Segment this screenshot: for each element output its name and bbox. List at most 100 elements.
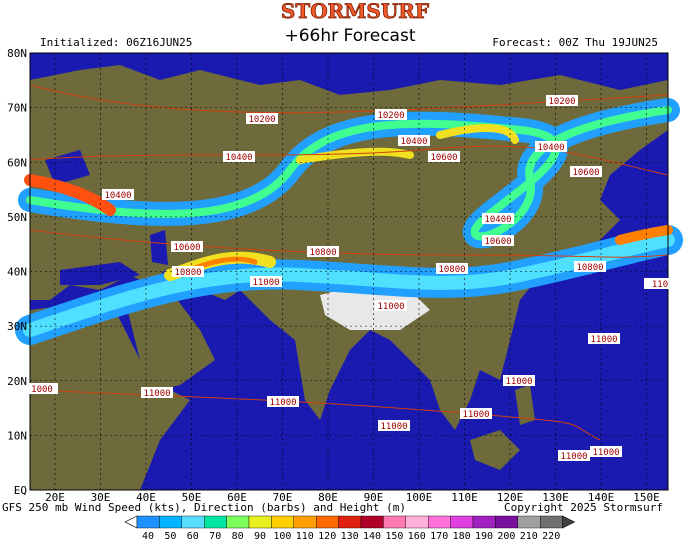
contour-label: 10400 [398, 135, 430, 147]
lon-label: 40E [136, 491, 156, 504]
contour-label: 10800 [574, 261, 606, 273]
contour-label: 10800 [307, 246, 339, 258]
colorbar-cell [360, 515, 384, 529]
colorbar-label: 120 [318, 531, 336, 541]
map: 10200 10200102001040010400104001040010600… [15, 52, 683, 491]
contour-label-text: 11000 [462, 410, 489, 420]
lat-label: 30N [7, 320, 27, 333]
contour-label-box [102, 189, 134, 200]
contour-label-text: 10800 [309, 248, 336, 258]
contour [29, 145, 669, 176]
colorbar-label: 200 [497, 531, 515, 541]
colorbar-cell [271, 515, 294, 529]
colorbar-arrow-left [124, 515, 138, 529]
contour-label-box [588, 333, 620, 344]
contour-labels: 10200 10200102001040010400104001040010600… [26, 95, 676, 462]
contour-label: 11000 [503, 375, 535, 387]
contour-label: 10800 [172, 266, 204, 278]
contour-label-text: 11000 [269, 398, 296, 408]
contour-label-box [378, 420, 410, 431]
contour-label: 11000 [590, 446, 622, 458]
contour-label-box [171, 241, 203, 252]
colorbar-cell [159, 515, 182, 529]
axis-labels: 80N 70N 60N 50N 40N 30N 20N 10N EQ 20E 30E 40E 50E 60… [7, 47, 660, 504]
contour-label-text: 110 [652, 280, 668, 290]
contour-label-box [570, 166, 602, 177]
contour-label-text: 10600 [572, 168, 599, 178]
contour-label-box [223, 151, 255, 162]
colorbar-cell [540, 515, 563, 529]
graticule [30, 53, 668, 490]
lon-label: 110E [451, 491, 478, 504]
contour-label-box [428, 151, 460, 162]
colorbar-cell [248, 515, 272, 529]
contour-label-box [546, 95, 578, 106]
contour-label-text: 11000 [252, 278, 279, 288]
map-frame [29, 52, 669, 491]
lat-label: 60N [7, 156, 27, 169]
contour-label-box [436, 263, 468, 274]
jet-core [24, 174, 116, 216]
contour-label: 11000 [460, 408, 492, 420]
colorbar-label: 140 [363, 531, 381, 541]
contour-label-box [375, 300, 407, 311]
contour-label: 11000 [375, 300, 407, 312]
colorbar-cell [495, 515, 518, 529]
colorbar-label: 100 [273, 531, 291, 541]
colorbar: 40 50 60 70 80 90 100 110 120 130 140 150 160 170 180 1… [124, 515, 576, 542]
colorbar-label: 130 [341, 531, 359, 541]
land-islands [470, 385, 535, 470]
colorbar-label: 210 [520, 531, 538, 541]
contour-label: 10600 [171, 241, 203, 253]
contour-label-box [26, 383, 58, 394]
contour-label-box [267, 396, 299, 407]
colorbar-cell [405, 515, 429, 529]
lon-label: 20E [45, 491, 65, 504]
lat-label: 80N [7, 47, 27, 60]
colorbar-label: 190 [475, 531, 493, 541]
contour-label-text: 10800 [438, 265, 465, 275]
contour-label: 10600 [428, 151, 460, 163]
colorbar-cell [517, 515, 541, 529]
lat-label: 70N [7, 102, 27, 115]
contour-label-box [307, 246, 339, 257]
contour-label-text: 1000 [31, 385, 53, 395]
lon-label: 150E [633, 491, 660, 504]
land-africa [30, 300, 190, 490]
contour-label-text: 10400 [484, 215, 511, 225]
contour-label: 10200 [546, 95, 578, 107]
contour-label-text: 10400 [400, 137, 427, 147]
lon-label: 140E [588, 491, 615, 504]
contour-label: 11000 [558, 450, 590, 462]
contour-label: 11000 [588, 333, 620, 345]
forecast-hour: +66hr Forecast [285, 26, 416, 46]
colorbar-label: 70 [209, 531, 221, 541]
contour-label-text: 11000 [592, 448, 619, 458]
colorbar-label: 60 [187, 531, 199, 541]
contour-label: 10400 [102, 189, 134, 201]
contour-label: 11000 [378, 420, 410, 432]
contour-label-text: 11000 [377, 302, 404, 312]
contour-label-text: 11000 [505, 377, 532, 387]
land-asia [30, 65, 668, 430]
height-contours [29, 84, 669, 441]
colorbar-label: 170 [430, 531, 448, 541]
lon-label: 120E [497, 491, 524, 504]
contour-label-text: 10800 [576, 263, 603, 273]
colorbar-cell [136, 515, 160, 529]
contour-label: 10800 [436, 263, 468, 275]
lat-label: 50N [7, 211, 27, 224]
lon-label: 70E [273, 491, 293, 504]
contour-label-box [141, 387, 173, 398]
colorbar-label: 110 [296, 531, 314, 541]
colorbar-cell [428, 515, 451, 529]
colorbar-label: 50 [164, 531, 176, 541]
lon-label: 130E [542, 491, 569, 504]
description: GFS 250 mb Wind Speed (kts), Direction (… [2, 501, 406, 514]
contour-label-text: 10200 [548, 97, 575, 107]
lon-label: 90E [364, 491, 384, 504]
contour-label-text: 11000 [380, 422, 407, 432]
contour-label-text: 11000 [560, 452, 587, 462]
lon-label: 30E [91, 491, 111, 504]
